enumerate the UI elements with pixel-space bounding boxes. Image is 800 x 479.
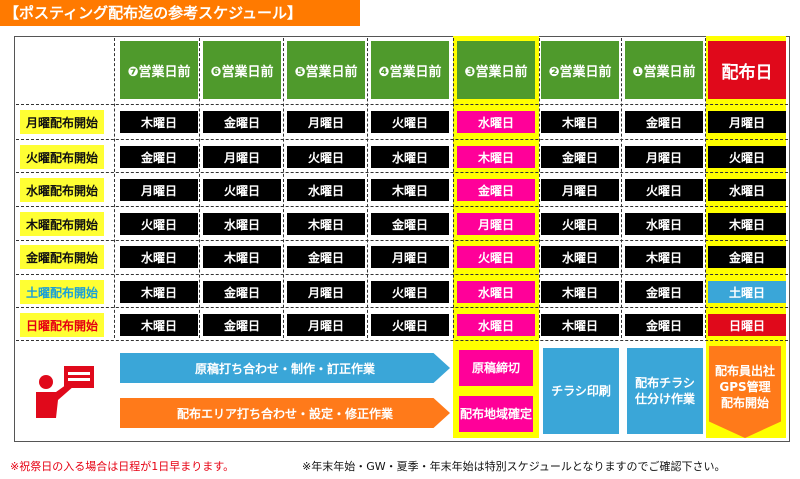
schedule-cell: 木曜日 <box>541 281 619 303</box>
grid-vline <box>114 38 115 338</box>
schedule-cell: 金曜日 <box>120 146 198 168</box>
schedule-cell: 火曜日 <box>541 213 619 235</box>
row-label-wednesday: 水曜配布開始 <box>20 178 104 202</box>
box-manuscript-deadline: 原稿締切 <box>459 350 533 386</box>
grid-vline <box>539 38 540 338</box>
schedule-cell: 月曜日 <box>287 314 365 336</box>
schedule-cell: 月曜日 <box>120 179 198 201</box>
header-7-days-before: ❼営業日前 <box>120 41 198 99</box>
grid-vline <box>453 38 454 338</box>
schedule-cell: 日曜日 <box>708 314 786 336</box>
footnote-holiday: ※祝祭日の入る場合は日程が1日早まります。 <box>10 460 235 473</box>
grid-vline <box>367 38 368 338</box>
grid-vline <box>199 38 200 338</box>
schedule-cell: 木曜日 <box>457 146 535 168</box>
header-5-days-before: ❺営業日前 <box>287 41 365 99</box>
schedule-cell: 木曜日 <box>120 111 198 133</box>
schedule-cell: 火曜日 <box>625 179 703 201</box>
arrow-manuscript-work: 原稿打ち合わせ・制作・訂正作業 <box>120 353 450 383</box>
schedule-cell: 木曜日 <box>203 246 281 268</box>
schedule-cell: 火曜日 <box>371 281 449 303</box>
schedule-cell: 火曜日 <box>457 246 535 268</box>
grid-hline <box>16 240 788 241</box>
schedule-cell: 金曜日 <box>625 111 703 133</box>
schedule-cell: 金曜日 <box>287 246 365 268</box>
schedule-cell: 金曜日 <box>625 314 703 336</box>
row-label-saturday: 土曜配布開始 <box>20 280 104 304</box>
box-flyer-sorting: 配布チラシ 仕分け作業 <box>627 348 703 434</box>
grid-hline <box>16 274 788 275</box>
schedule-cell: 木曜日 <box>541 314 619 336</box>
schedule-cell: 水曜日 <box>457 314 535 336</box>
schedule-cell: 火曜日 <box>371 314 449 336</box>
schedule-cell: 水曜日 <box>457 281 535 303</box>
row-label-monday: 月曜配布開始 <box>20 110 104 134</box>
grid-hline <box>16 307 788 308</box>
header-distribution-day: 配布日 <box>708 41 786 99</box>
grid-hline <box>16 206 788 207</box>
schedule-cell: 金曜日 <box>203 281 281 303</box>
schedule-cell: 水曜日 <box>203 213 281 235</box>
header-4-days-before: ❹営業日前 <box>371 41 449 99</box>
row-label-thursday: 木曜配布開始 <box>20 212 104 236</box>
schedule-cell: 月曜日 <box>541 179 619 201</box>
schedule-cell: 火曜日 <box>120 213 198 235</box>
grid-hline <box>16 139 788 140</box>
schedule-cell: 木曜日 <box>287 213 365 235</box>
schedule-cell: 金曜日 <box>203 314 281 336</box>
schedule-cell: 土曜日 <box>708 281 786 303</box>
schedule-cell: 月曜日 <box>287 281 365 303</box>
schedule-cell: 木曜日 <box>120 314 198 336</box>
header-6-days-before: ❻営業日前 <box>203 41 281 99</box>
schedule-cell: 水曜日 <box>120 246 198 268</box>
schedule-cell: 水曜日 <box>457 111 535 133</box>
schedule-cell: 水曜日 <box>371 146 449 168</box>
schedule-cell: 月曜日 <box>203 146 281 168</box>
schedule-cell: 金曜日 <box>457 179 535 201</box>
schedule-cell: 木曜日 <box>120 281 198 303</box>
schedule-cell: 水曜日 <box>541 246 619 268</box>
schedule-cell: 木曜日 <box>708 213 786 235</box>
row-label-friday: 金曜配布開始 <box>20 245 104 269</box>
schedule-cell: 水曜日 <box>625 213 703 235</box>
schedule-cell: 水曜日 <box>708 179 786 201</box>
grid-hline <box>16 104 788 105</box>
schedule-cell: 火曜日 <box>287 146 365 168</box>
schedule-cell: 木曜日 <box>541 111 619 133</box>
schedule-cell: 木曜日 <box>371 179 449 201</box>
page-title: 【ポスティング配布迄の参考スケジュール】 <box>0 0 360 26</box>
schedule-cell: 月曜日 <box>287 111 365 133</box>
schedule-cell: 火曜日 <box>708 146 786 168</box>
schedule-cell: 金曜日 <box>203 111 281 133</box>
schedule-cell: 水曜日 <box>287 179 365 201</box>
schedule-cell: 木曜日 <box>625 246 703 268</box>
posting-icon-box <box>20 348 104 434</box>
box-flyer-printing: チラシ印刷 <box>543 348 619 434</box>
arrow-area-setup: 配布エリア打ち合わせ・設定・修正作業 <box>120 398 450 428</box>
header-2-days-before: ❷営業日前 <box>541 41 619 99</box>
grid-vline <box>621 38 622 338</box>
schedule-cell: 月曜日 <box>371 246 449 268</box>
grid-vline <box>705 38 706 338</box>
schedule-cell: 火曜日 <box>203 179 281 201</box>
schedule-cell: 金曜日 <box>625 281 703 303</box>
schedule-cell: 金曜日 <box>708 246 786 268</box>
schedule-cell: 金曜日 <box>371 213 449 235</box>
schedule-cell: 月曜日 <box>708 111 786 133</box>
grid-vline <box>283 38 284 338</box>
person-posting-flyer-icon <box>36 366 94 418</box>
schedule-cell: 火曜日 <box>371 111 449 133</box>
header-1-day-before: ❶営業日前 <box>625 41 703 99</box>
schedule-cell: 月曜日 <box>457 213 535 235</box>
box-distribution-start: 配布員出社 GPS管理 配布開始 <box>709 346 781 438</box>
grid-hline <box>16 340 788 341</box>
row-label-tuesday: 火曜配布開始 <box>20 145 104 169</box>
box-area-confirm: 配布地域確定 <box>459 396 533 432</box>
footnote-special-schedule: ※年末年始・GW・夏季・年末年始は特別スケジュールとなりますのでご確認下さい。 <box>302 460 726 473</box>
schedule-cell: 金曜日 <box>541 146 619 168</box>
header-3-days-before: ❸営業日前 <box>457 41 535 99</box>
row-label-sunday: 日曜配布開始 <box>20 313 104 337</box>
schedule-cell: 月曜日 <box>625 146 703 168</box>
grid-hline <box>16 172 788 173</box>
